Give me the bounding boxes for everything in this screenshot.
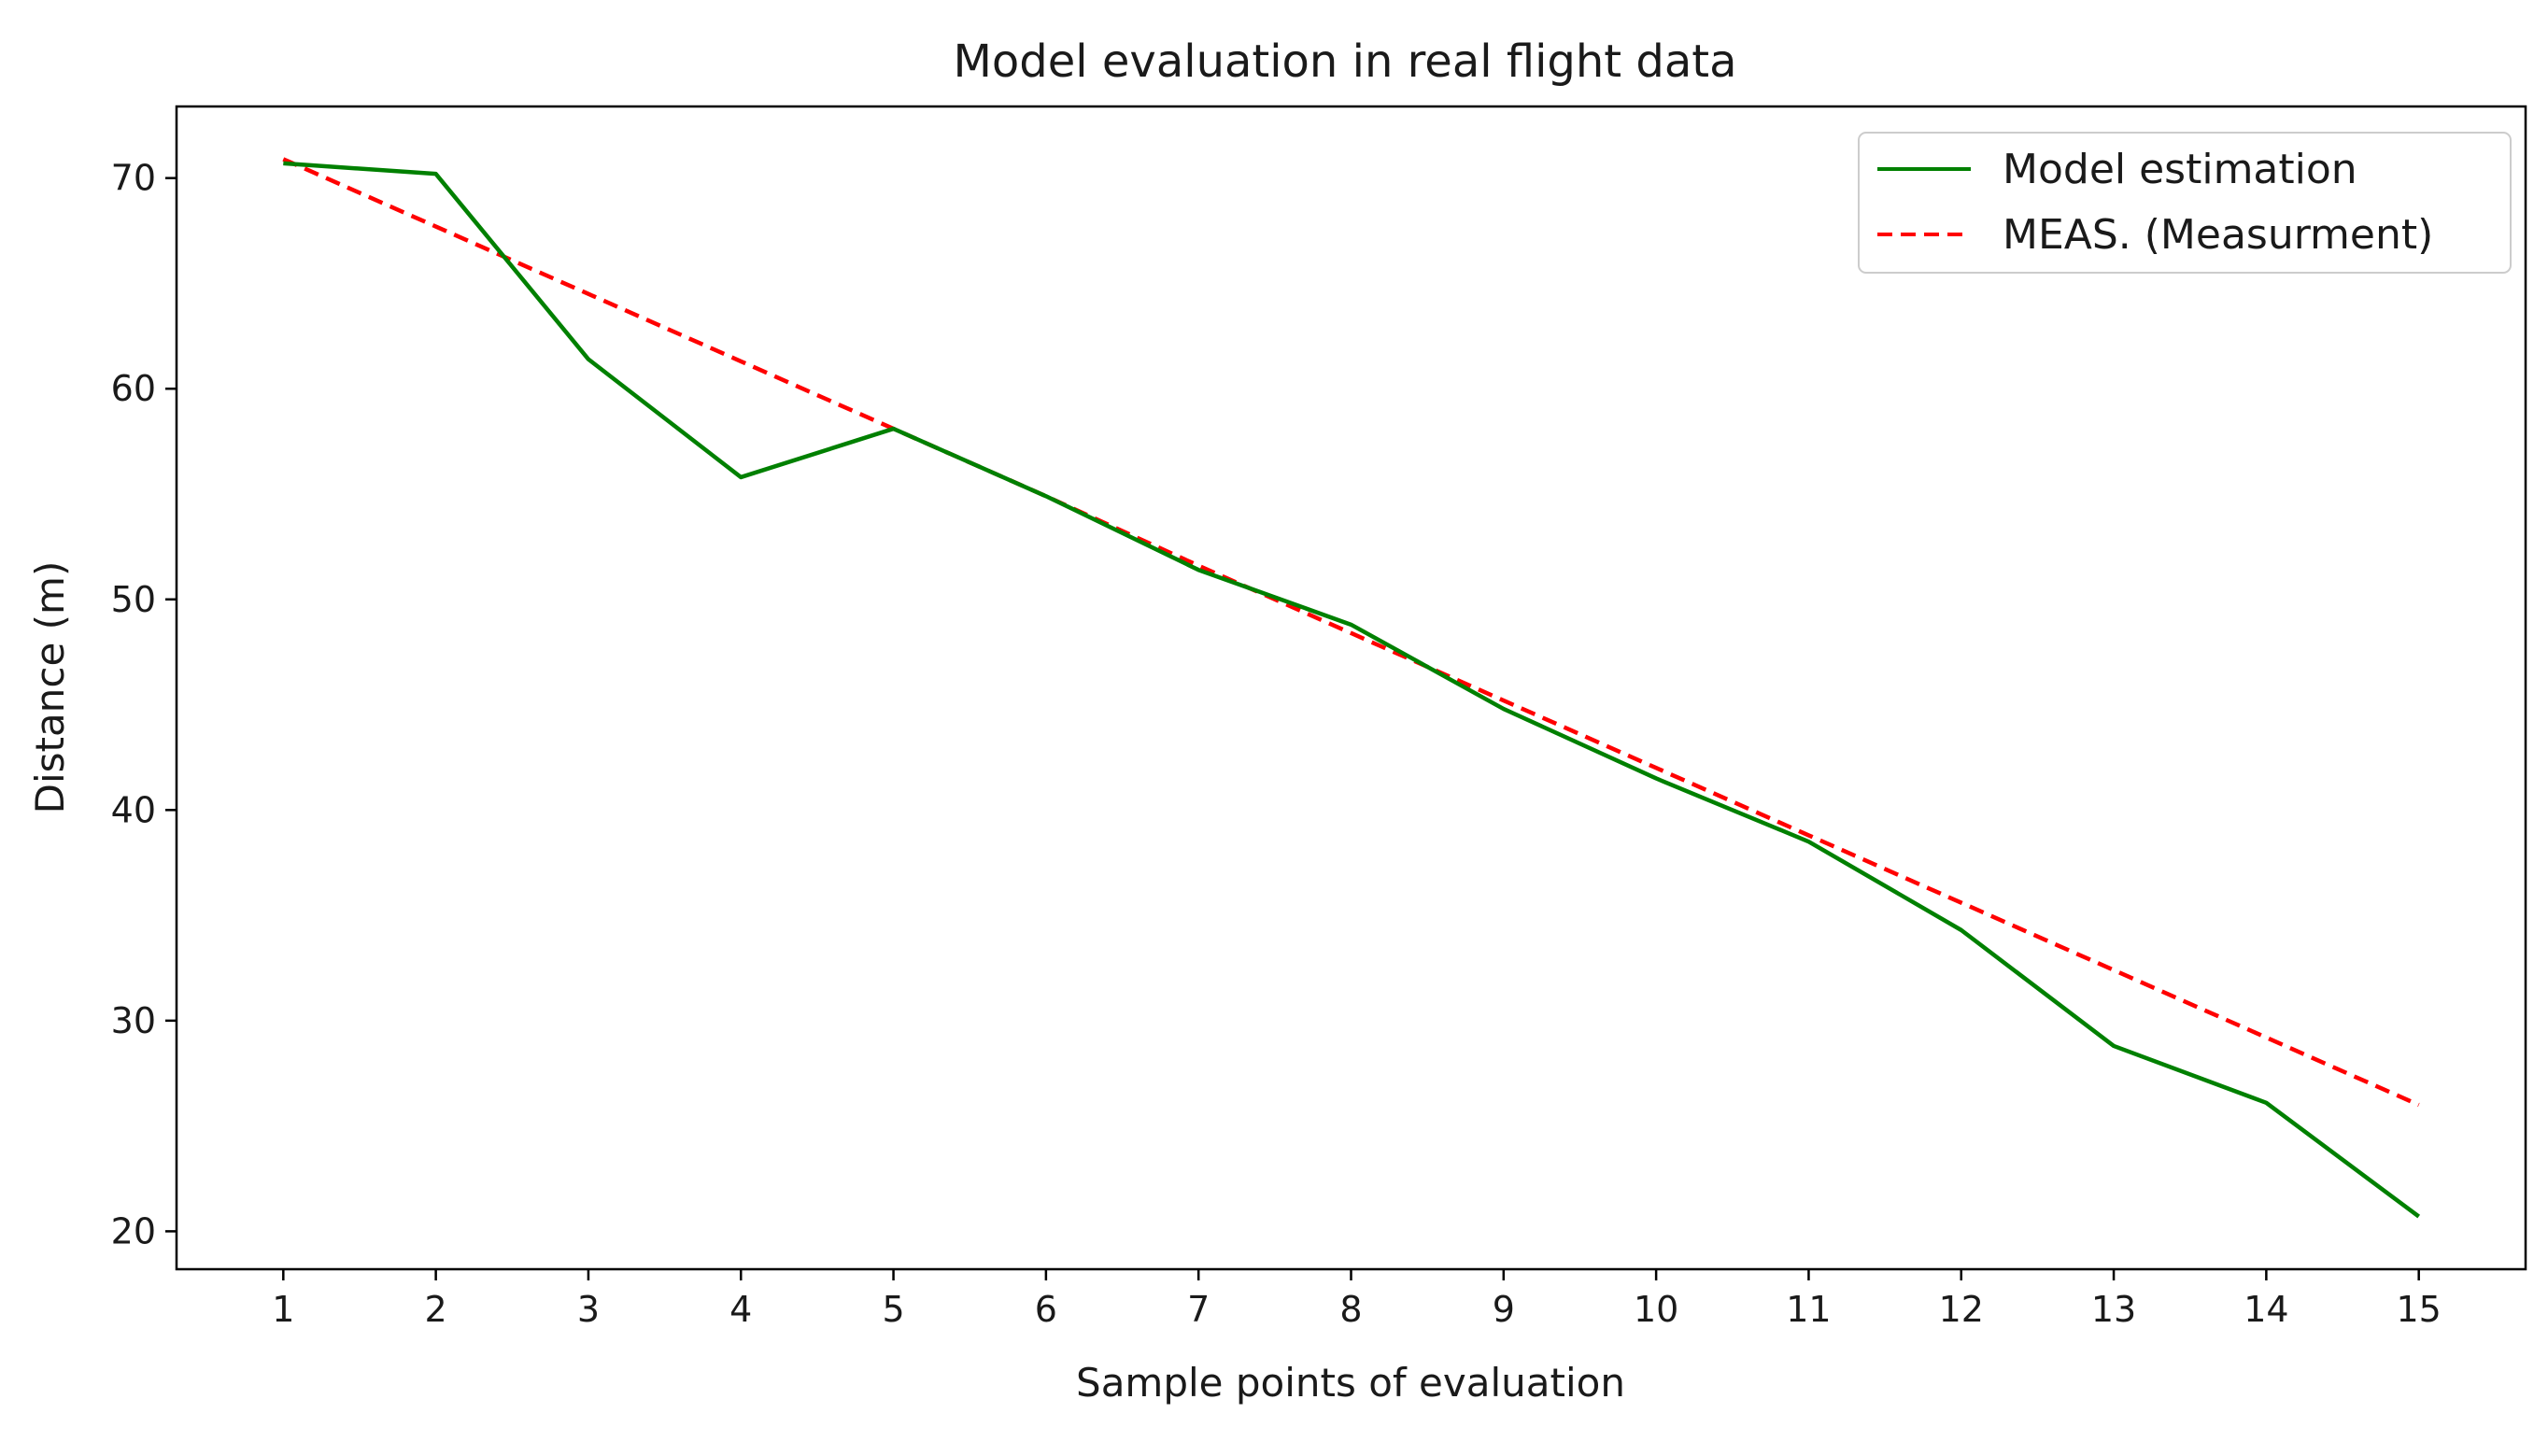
x-tick-label: 6	[1035, 1289, 1057, 1330]
x-tick-label: 13	[2091, 1289, 2136, 1330]
x-tick-label: 14	[2244, 1289, 2288, 1330]
series-line-meas	[282, 157, 2420, 1108]
x-tick-label: 2	[425, 1289, 447, 1330]
y-tick-label: 50	[111, 579, 156, 620]
series-line-model-estimation	[283, 161, 2421, 1219]
x-tick-label: 3	[577, 1289, 600, 1330]
y-tick-label: 40	[111, 789, 156, 830]
legend-label-model-estimation: Model estimation	[2003, 146, 2357, 193]
legend-box	[1858, 132, 2512, 274]
series-layer	[282, 157, 2421, 1219]
x-tick-label: 7	[1187, 1289, 1210, 1330]
x-tick-label: 4	[729, 1289, 752, 1330]
x-axis-label: Sample points of evaluation	[1076, 1360, 1625, 1406]
y-tick-label: 30	[111, 1000, 156, 1041]
y-axis-label: Distance (m)	[27, 561, 73, 814]
x-tick-label: 10	[1634, 1289, 1678, 1330]
legend-label-meas: MEAS. (Measurment)	[2003, 211, 2433, 259]
chart-title: Model evaluation in real flight data	[954, 35, 1737, 88]
x-tick-label: 1	[272, 1289, 294, 1330]
plot-frame	[175, 105, 2527, 1271]
x-tick-label: 12	[1939, 1289, 1984, 1330]
x-tick-label: 9	[1493, 1289, 1515, 1330]
x-tick-label: 8	[1339, 1289, 1362, 1330]
y-tick-label: 70	[111, 158, 156, 199]
x-tick-label: 11	[1786, 1289, 1831, 1330]
x-tick-label: 5	[882, 1289, 904, 1330]
x-tick-label: 15	[2397, 1289, 2442, 1330]
y-tick-label: 60	[111, 368, 156, 409]
y-tick-label: 20	[111, 1210, 156, 1251]
legend: Model estimation MEAS. (Measurment)	[1858, 132, 2512, 274]
